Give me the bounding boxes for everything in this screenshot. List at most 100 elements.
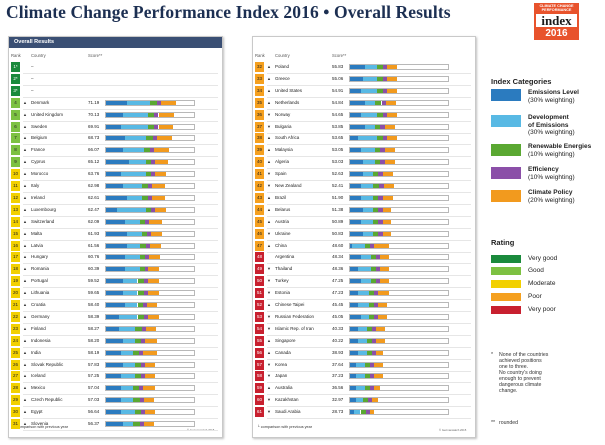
rank-cell: 26 xyxy=(11,359,20,370)
emissions-level-segment xyxy=(106,279,123,284)
development-segment xyxy=(360,184,374,188)
policy-segment xyxy=(372,398,379,403)
efficiency-segment xyxy=(382,112,387,117)
country-name: Austria xyxy=(275,218,290,224)
emissions-level-segment xyxy=(106,124,121,129)
rank-cell: 12 xyxy=(11,192,20,203)
country-name: Norway xyxy=(275,111,291,117)
row-divider xyxy=(23,251,218,253)
score-value: 57.83 xyxy=(88,361,100,367)
country-name: Lithuania xyxy=(31,290,50,296)
renewables-segment xyxy=(373,172,379,177)
rating-label-good: Good xyxy=(528,267,544,274)
score-bar xyxy=(105,254,195,261)
trend-up-icon: ▲ xyxy=(23,194,27,200)
trend-up-icon: ▲ xyxy=(23,337,27,343)
score-bar xyxy=(349,290,449,297)
development-segment xyxy=(358,350,367,355)
rank-cell: 7 xyxy=(11,133,20,144)
development-segment xyxy=(122,338,136,343)
score-bar xyxy=(105,373,195,380)
trend-up-icon: ▲ xyxy=(23,218,27,224)
efficiency-segment xyxy=(369,362,375,367)
policy-segment xyxy=(149,219,162,224)
policy-segment xyxy=(376,350,383,355)
rank-cell: 52 xyxy=(255,300,264,310)
rating-swatch-moderate xyxy=(491,280,521,288)
renewables-segment xyxy=(375,160,381,165)
trend-up-icon: ▲ xyxy=(23,206,27,212)
efficiency-segment xyxy=(143,279,148,284)
development-segment xyxy=(360,279,371,284)
efficiency-segment xyxy=(153,136,158,141)
efficiency-segment xyxy=(140,374,145,379)
score-bar xyxy=(349,325,449,332)
development-segment xyxy=(124,255,140,260)
score-value: 56.64 xyxy=(88,409,100,415)
country-name: Turkey xyxy=(275,278,289,284)
country-name: Brazil xyxy=(275,194,287,200)
table-row: 3* – xyxy=(9,85,222,98)
rank-cell: 5 xyxy=(11,109,20,120)
country-name: Russian Federation xyxy=(275,313,315,319)
table-row: 18 ▲ Romania 60.39 xyxy=(9,264,222,277)
table-row: 23 ▲ Finland 58.27 xyxy=(9,323,222,336)
score-value: 40.33 xyxy=(332,325,344,331)
row-divider xyxy=(23,215,218,217)
row-divider xyxy=(267,382,471,384)
policy-segment xyxy=(382,231,391,236)
country-name: Poland xyxy=(275,64,290,69)
efficiency-segment xyxy=(142,303,147,307)
score-bar xyxy=(105,385,195,392)
country-name: India xyxy=(31,349,41,355)
rating-heading: Rating xyxy=(491,238,515,247)
trend-up-icon: ▲ xyxy=(23,385,27,391)
rank-cell: 28 xyxy=(11,383,20,394)
efficiency-segment xyxy=(146,231,152,236)
renewables-segment xyxy=(135,362,141,367)
emissions-level-segment xyxy=(350,255,361,260)
header-score: Score** xyxy=(332,53,347,58)
policy-segment xyxy=(376,326,385,331)
country-name: United States xyxy=(275,87,303,93)
policy-segment xyxy=(144,410,156,415)
score-value: 68.73 xyxy=(88,135,100,141)
table-row: 45 ▲ Austria 50.89 xyxy=(253,216,475,229)
trend-up-icon: ▲ xyxy=(267,206,271,212)
rank-cell: 3* xyxy=(11,85,20,96)
score-bar xyxy=(105,111,195,118)
emissions-level-segment xyxy=(350,65,365,69)
row-divider xyxy=(23,322,218,324)
score-bar xyxy=(349,194,449,201)
emissions-level-segment xyxy=(106,184,123,188)
renewables-segment xyxy=(373,207,379,212)
table-row: 9 ▲ Cyprus 65.12 xyxy=(9,157,222,170)
country-name: Iceland xyxy=(31,373,46,379)
score-value: 71.19 xyxy=(88,99,100,105)
development-segment xyxy=(362,160,376,165)
table-row: 48 Argentina 48.34 xyxy=(253,252,475,265)
footnote-line: No country's doing xyxy=(499,370,542,376)
rank-cell: 60 xyxy=(255,395,264,406)
rank-cell: 18 xyxy=(11,264,20,275)
score-bar xyxy=(105,147,195,154)
development-segment xyxy=(124,219,140,224)
policy-segment xyxy=(148,267,159,272)
rank-cell: 23 xyxy=(11,323,20,334)
policy-segment xyxy=(378,314,387,319)
policy-segment xyxy=(374,243,389,248)
renewables-segment xyxy=(366,350,373,355)
trend-up-icon: ▲ xyxy=(267,337,271,343)
country-name: Canada xyxy=(275,349,291,355)
rank-cell: 40 xyxy=(255,157,264,168)
rank-cell: 37 xyxy=(255,121,264,132)
efficiency-segment xyxy=(139,422,144,426)
renewables-segment xyxy=(360,410,366,415)
development-segment xyxy=(120,386,134,391)
table-row: 53 ▼ Russian Federation 45.05 xyxy=(253,311,475,324)
emissions-level-segment xyxy=(106,267,125,272)
table-row: 7 ▲ Belgium 68.73 xyxy=(9,133,222,146)
row-divider xyxy=(267,239,471,241)
policy-segment xyxy=(376,338,385,343)
score-value: 59.65 xyxy=(88,290,100,296)
